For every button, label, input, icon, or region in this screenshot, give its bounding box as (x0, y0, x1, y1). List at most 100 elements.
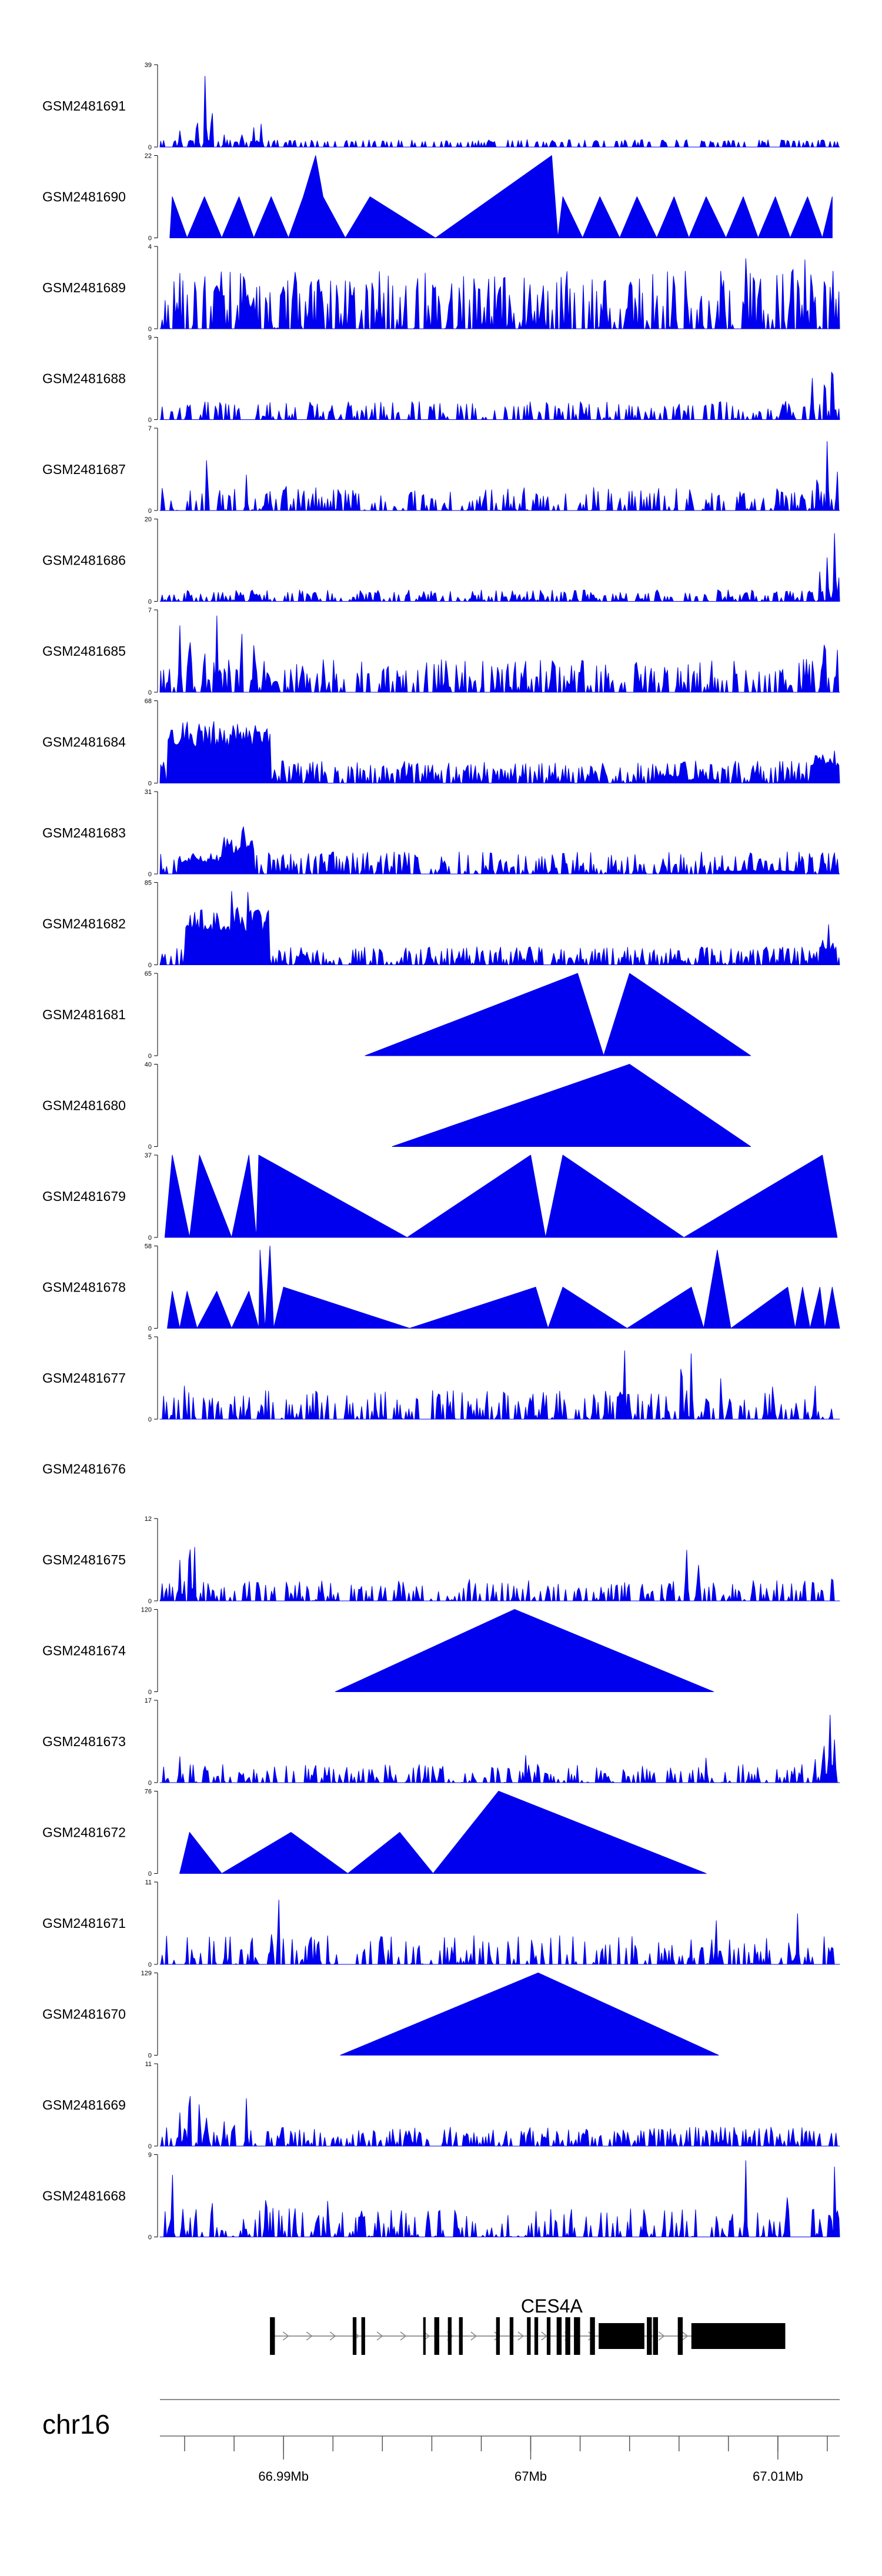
track-GSM2481675: GSM2481675 12 0 (42, 1516, 840, 1605)
gene-exon (527, 2317, 531, 2355)
gene-exon (546, 2317, 551, 2355)
track-GSM2481684: GSM2481684 68 0 (42, 698, 840, 788)
track-label: GSM2481670 (42, 2007, 126, 2022)
gene-exon (361, 2317, 365, 2355)
x-tick-label: 66.99Mb (258, 2469, 309, 2484)
y-min-label: 0 (148, 2143, 152, 2150)
track-GSM2481686: GSM2481686 20 0 (42, 516, 840, 606)
gene-exon (534, 2317, 539, 2355)
track-GSM2481682: GSM2481682 85 0 (42, 880, 840, 969)
track-label: GSM2481669 (42, 2097, 126, 2113)
track-GSM2481687: GSM2481687 7 0 (42, 425, 840, 515)
strand-chevron-icon (306, 2331, 313, 2341)
y-min-label: 0 (148, 1053, 152, 1060)
track-GSM2481677: GSM2481677 5 0 (42, 1334, 840, 1423)
track-GSM2481691: GSM2481691 39 0 (42, 62, 840, 151)
coverage-area (392, 1064, 751, 1147)
coverage-area (159, 441, 840, 511)
series-layer: GSM2481691390GSM2481690220GSM248168940GS… (42, 62, 840, 2241)
gene-exon (352, 2317, 357, 2355)
track-label: GSM2481686 (42, 553, 126, 568)
track-label: GSM2481690 (42, 189, 126, 205)
y-min-label: 0 (148, 962, 152, 969)
track-label: GSM2481672 (42, 1825, 126, 1840)
y-max-label: 7 (148, 607, 152, 614)
y-min-label: 0 (148, 1326, 152, 1333)
gene-exon (565, 2317, 570, 2355)
genome-axis: chr16 66.99Mb 67Mb 67.01Mb (42, 2399, 840, 2484)
coverage-area (159, 1547, 840, 1601)
track-label: GSM2481688 (42, 371, 126, 386)
y-max-label: 7 (148, 425, 152, 432)
y-min-label: 0 (148, 1416, 152, 1423)
track-label: GSM2481684 (42, 735, 126, 750)
coverage-area (159, 2096, 840, 2147)
coverage-area (169, 155, 833, 238)
gene-exon (556, 2317, 562, 2355)
gene-name: CES4A (521, 2295, 583, 2317)
coverage-area (159, 76, 840, 148)
y-max-label: 37 (145, 1152, 152, 1159)
y-max-label: 85 (145, 880, 152, 887)
y-min-label: 0 (148, 689, 152, 696)
gene-exon (599, 2323, 644, 2349)
y-max-label: 65 (145, 970, 152, 977)
strand-chevron-icon (376, 2331, 383, 2341)
coverage-area (340, 1973, 719, 2056)
y-max-label: 5 (148, 1334, 152, 1341)
strand-chevron-icon (681, 2331, 689, 2341)
y-min-label: 0 (148, 2234, 152, 2241)
coverage-area (159, 372, 840, 420)
y-min-label: 0 (148, 417, 152, 424)
gene-exon (423, 2317, 426, 2355)
track-GSM2481668: GSM2481668 9 0 (42, 2152, 840, 2241)
coverage-area (167, 1246, 840, 1329)
coverage-area (159, 615, 840, 693)
track-GSM2481671: GSM2481671 11 0 (42, 1879, 840, 1968)
y-min-label: 0 (148, 1144, 152, 1151)
strand-chevron-icon (400, 2331, 407, 2341)
y-min-label: 0 (148, 2053, 152, 2060)
track-GSM2481681: GSM2481681 65 0 (42, 970, 751, 1060)
gene-exon (647, 2317, 652, 2355)
coverage-area (159, 721, 840, 783)
gene-exon (691, 2323, 786, 2349)
y-min-label: 0 (148, 1689, 152, 1696)
track-GSM2481679: GSM2481679 37 0 (42, 1152, 838, 1242)
gene-exon (459, 2317, 463, 2355)
y-min-label: 0 (148, 1598, 152, 1605)
gene-exon (434, 2317, 439, 2355)
y-min-label: 0 (148, 1871, 152, 1878)
track-GSM2481669: GSM2481669 11 0 (42, 2061, 840, 2150)
track-GSM2481676: GSM2481676 (42, 1461, 126, 1477)
track-GSM2481683: GSM2481683 31 0 (42, 789, 840, 878)
y-min-label: 0 (148, 144, 152, 151)
track-label: GSM2481689 (42, 280, 126, 295)
track-label: GSM2481671 (42, 1916, 126, 1931)
x-tick-label: 67Mb (514, 2469, 547, 2484)
track-label: GSM2481691 (42, 98, 126, 114)
y-max-label: 39 (145, 62, 152, 69)
coverage-area (335, 1609, 714, 1692)
coverage-area (365, 973, 751, 1056)
gene-exon (496, 2317, 500, 2355)
coverage-area (159, 891, 840, 965)
track-label: GSM2481687 (42, 462, 126, 477)
strand-chevron-icon (541, 2331, 547, 2341)
coverage-area (179, 1791, 707, 1874)
track-GSM2481680: GSM2481680 40 0 (42, 1062, 751, 1151)
coverage-area (159, 258, 840, 329)
coverage-area (159, 1900, 840, 1965)
track-label: GSM2481681 (42, 1007, 126, 1022)
track-GSM2481674: GSM2481674 120 0 (42, 1607, 714, 1696)
strand-chevron-icon (329, 2331, 336, 2341)
strand-chevron-icon (470, 2331, 477, 2341)
gene-exon (590, 2317, 595, 2355)
track-GSM2481689: GSM2481689 4 0 (42, 243, 840, 333)
track-GSM2481678: GSM2481678 58 0 (42, 1243, 840, 1333)
gene-track: CES4A (270, 2295, 786, 2355)
track-GSM2481690: GSM2481690 22 0 (42, 153, 833, 242)
track-GSM2481688: GSM2481688 9 0 (42, 335, 840, 424)
y-max-label: 20 (145, 516, 152, 523)
